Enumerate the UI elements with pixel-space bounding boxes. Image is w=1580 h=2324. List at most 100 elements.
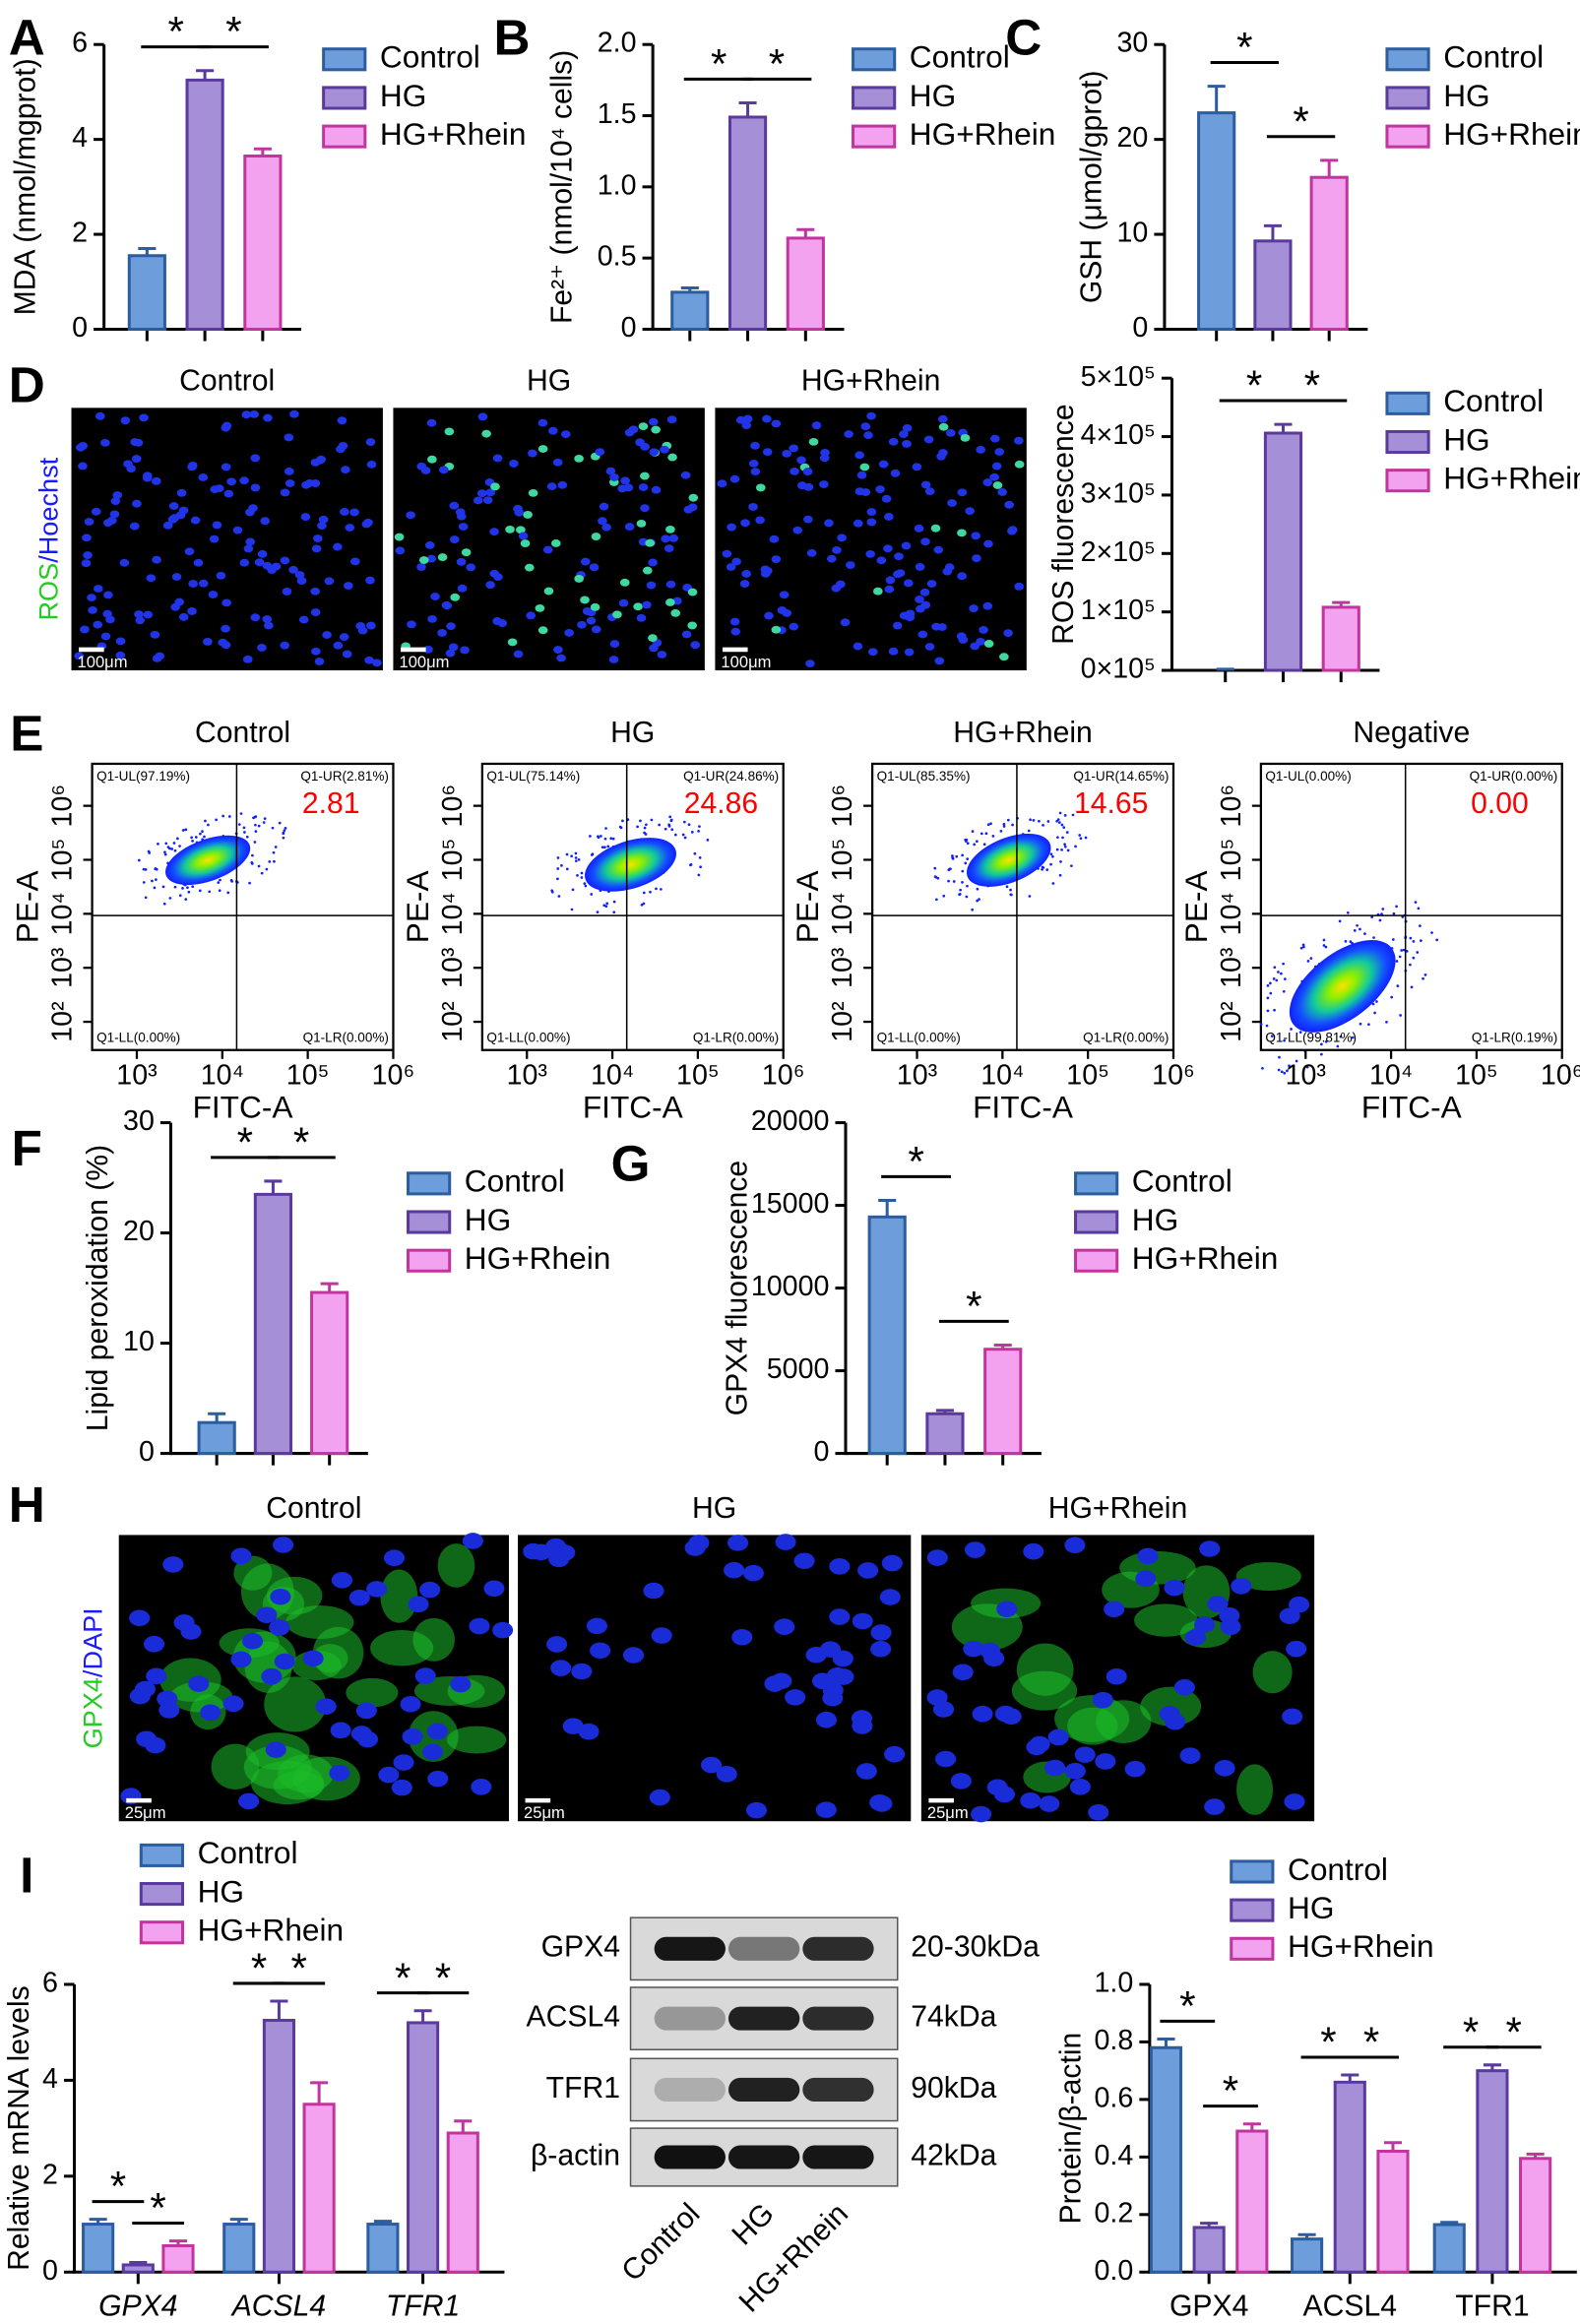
cell-stain: [273, 1771, 325, 1800]
event-dot: [257, 864, 261, 868]
nucleus: [223, 489, 234, 498]
nucleus: [806, 548, 817, 557]
legend-swatch: [1385, 124, 1430, 149]
nucleus: [284, 467, 294, 475]
error-bar: [270, 1999, 288, 2021]
significance-label: *: [225, 9, 241, 55]
nucleus: [789, 444, 799, 453]
nucleus: [589, 563, 600, 572]
x-tick-label: 10³: [897, 1059, 937, 1091]
nucleus: [870, 1624, 892, 1641]
event-dot: [1038, 819, 1041, 823]
event-dot: [609, 837, 613, 841]
nucleus: [184, 547, 195, 556]
nucleus: [178, 612, 189, 621]
nucleus: [989, 472, 999, 481]
event-dot: [1405, 950, 1409, 953]
event-dot: [1071, 813, 1075, 817]
nucleus: [727, 1535, 749, 1551]
event-dot: [1266, 984, 1270, 987]
y-tick-label: 0: [814, 1436, 830, 1468]
event-dot: [144, 867, 148, 871]
event-dot: [1344, 940, 1348, 943]
nucleus: [853, 642, 863, 651]
nucleus: [523, 511, 533, 519]
error-bar: [264, 1179, 283, 1195]
nucleus: [860, 422, 871, 431]
nucleus: [407, 620, 416, 629]
event-dot: [1273, 966, 1277, 970]
event-dot: [254, 815, 258, 818]
nucleus: [992, 481, 1003, 489]
nucleus: [460, 646, 470, 655]
error-bar: [1216, 667, 1234, 671]
y-tick-label: 0×10⁵: [1081, 654, 1156, 685]
nucleus: [438, 466, 449, 474]
nucleus: [902, 440, 912, 448]
nucleus: [449, 501, 460, 510]
nucleus: [661, 534, 671, 543]
event-dot: [570, 908, 574, 911]
nucleus: [214, 484, 224, 493]
event-dot: [1400, 949, 1404, 952]
event-dot: [618, 825, 622, 829]
blot-band: [727, 2006, 800, 2031]
nucleus: [95, 411, 105, 420]
legend-label: HG+Rhein: [198, 1913, 345, 1948]
nucleus: [110, 497, 121, 506]
event-cloud: [585, 838, 676, 892]
bar: [1376, 2149, 1410, 2274]
nucleus: [221, 423, 231, 432]
event-dot: [611, 837, 615, 841]
event-dot: [660, 888, 663, 891]
nucleus: [665, 525, 675, 534]
nucleus: [635, 438, 645, 447]
legend-label: HG+Rhein: [1443, 461, 1580, 496]
nucleus: [249, 409, 259, 418]
flow-title: Control: [195, 717, 290, 749]
event-dot: [636, 825, 639, 829]
nucleus: [826, 554, 837, 563]
event-dot: [1056, 836, 1059, 840]
nucleus: [456, 557, 467, 566]
quadrant-label: Q1-UL(0.00%): [1265, 769, 1351, 784]
nucleus: [365, 576, 375, 585]
event-dot: [1009, 893, 1013, 897]
size-label: 74kDa: [911, 2001, 996, 2034]
bar: [1476, 2069, 1509, 2274]
event-dot: [1423, 973, 1427, 976]
scale-label: 25μm: [524, 1803, 565, 1822]
nucleus: [364, 656, 374, 664]
nucleus: [176, 488, 187, 497]
nucleus: [688, 493, 699, 502]
event-dot: [283, 829, 286, 833]
event-dot: [184, 828, 187, 832]
nucleus: [888, 647, 899, 656]
nucleus: [142, 471, 153, 480]
nucleus: [209, 534, 220, 543]
error-bar: [229, 2218, 248, 2225]
nucleus: [416, 563, 426, 571]
event-dot: [1336, 1044, 1340, 1048]
event-dot: [649, 890, 652, 894]
event-dot: [1002, 825, 1006, 828]
legend-label: HG+Rhein: [1443, 116, 1580, 152]
nucleus: [668, 534, 679, 542]
event-dot: [1280, 1070, 1284, 1074]
nucleus: [526, 611, 536, 620]
nucleus: [437, 629, 447, 637]
legend-swatch: [852, 86, 897, 110]
nucleus: [769, 534, 780, 543]
nucleus: [265, 1741, 286, 1758]
event-dot: [172, 842, 176, 845]
event-dot: [248, 881, 251, 885]
legend-swatch: [407, 1248, 452, 1273]
blot-band: [654, 2006, 726, 2031]
event-dot: [984, 832, 988, 836]
quadrant-label: Q1-LR(0.00%): [303, 1030, 389, 1044]
nucleus: [1184, 1629, 1206, 1646]
event-dot: [1060, 823, 1064, 827]
nucleus: [150, 630, 160, 639]
event-dot: [252, 816, 255, 820]
bar: [867, 1215, 907, 1456]
